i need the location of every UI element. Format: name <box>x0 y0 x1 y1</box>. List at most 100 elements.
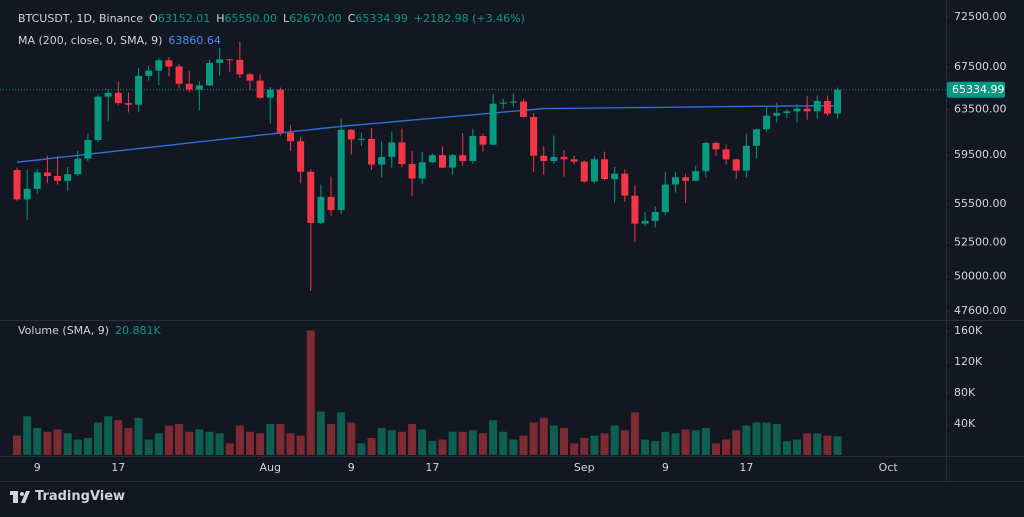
volume-bar <box>124 427 133 455</box>
ohlc-item: C65334.99 <box>348 12 408 25</box>
candle-body <box>175 66 183 84</box>
volume-bar <box>580 437 589 455</box>
candle-body <box>165 60 173 67</box>
ohlc-item: O63152.01 <box>149 12 210 25</box>
volume-bar <box>367 437 376 455</box>
volume-bar <box>610 425 619 455</box>
candle-body <box>317 196 325 223</box>
candle-body <box>692 171 700 181</box>
volume-bar <box>306 330 315 455</box>
x-tick-label: 17 <box>425 461 439 474</box>
candle-body <box>114 92 122 104</box>
volume-tick-label: 160K <box>954 324 983 337</box>
volume-bar <box>651 441 660 455</box>
x-tick-label: Aug <box>260 461 281 474</box>
volume-bar <box>347 422 356 455</box>
candle-body <box>307 171 315 223</box>
ohlc-value: 62670.00 <box>289 12 342 25</box>
ohlc-value: 65334.99 <box>355 12 408 25</box>
volume-bar <box>732 430 741 455</box>
volume-bar <box>509 439 518 455</box>
volume-bar <box>134 417 143 455</box>
volume-bar <box>53 429 62 455</box>
candle-body <box>509 101 517 103</box>
volume-bar <box>104 416 113 455</box>
candle-body <box>621 173 629 196</box>
candle-body <box>834 89 842 114</box>
candle-body <box>104 92 112 97</box>
candle-body <box>74 158 82 175</box>
y-tick-label: 52500.00 <box>954 236 1007 249</box>
volume-bar <box>438 439 447 455</box>
ohlc-label: C <box>347 12 356 25</box>
symbol-legend: BTCUSDT, 1D, Binance O63152.01 H65550.00 L… <box>18 12 525 25</box>
volume-bar <box>418 429 427 455</box>
candle-body <box>418 162 426 179</box>
volume-tick-label: 120K <box>954 355 983 368</box>
candle-body <box>641 220 649 224</box>
logo-icon <box>10 490 30 503</box>
candle-body <box>378 156 386 165</box>
x-tick-label: 9 <box>662 461 669 474</box>
volume-bar <box>114 420 123 455</box>
y-tick-label: 59500.00 <box>954 148 1007 161</box>
volume-bar <box>742 425 751 455</box>
volume-bar <box>215 433 224 455</box>
candle-body <box>783 111 791 114</box>
y-tick-label: 50000.00 <box>954 270 1007 283</box>
volume-bar <box>823 435 832 455</box>
candle-body <box>449 155 457 168</box>
ma-value: 63860.64 <box>168 34 221 47</box>
candle-body <box>145 70 153 76</box>
volume-bar <box>377 427 386 455</box>
volume-bar <box>408 424 417 455</box>
candle-body <box>388 142 396 157</box>
candle-body <box>742 145 750 171</box>
candle-body <box>327 196 335 211</box>
candle-body <box>124 103 132 105</box>
volume-bar <box>772 424 781 455</box>
x-tick-label: 9 <box>34 461 41 474</box>
volume-bar <box>549 425 558 455</box>
candle-body <box>682 177 690 181</box>
volume-bar <box>185 431 194 455</box>
candle-body <box>94 96 102 141</box>
symbol: BTCUSDT, 1D, Binance <box>18 12 144 25</box>
candle-body <box>651 212 659 221</box>
candle-body <box>520 101 527 117</box>
volume-bar <box>813 433 822 455</box>
candle-body <box>570 159 578 162</box>
last-price-badge <box>947 81 1005 98</box>
volume-bar <box>722 439 731 455</box>
volume-bar <box>448 431 457 455</box>
volume-bar <box>23 416 32 455</box>
candle-body <box>43 172 51 177</box>
candle-body <box>803 108 811 112</box>
candle-body <box>155 60 163 71</box>
volume-bar <box>266 424 275 455</box>
candle-body <box>256 80 264 98</box>
volume-bar <box>529 422 538 455</box>
candle-body <box>489 103 497 145</box>
ohlc-item: H65550.00 <box>216 12 277 25</box>
volume-bar <box>337 412 346 455</box>
volume-bar <box>235 425 244 455</box>
volume-bar <box>661 431 670 455</box>
candle-body <box>428 155 436 163</box>
volume-bar <box>256 433 265 455</box>
candle-body <box>84 140 92 159</box>
volume-bar <box>316 411 325 455</box>
candle-body <box>722 149 730 160</box>
volume-tick-label: 80K <box>954 386 976 399</box>
candle-body <box>752 129 760 146</box>
branding[interactable]: TradingView <box>10 489 125 504</box>
candle-body <box>438 155 446 168</box>
volume-bar <box>73 439 82 455</box>
brand-name: TradingView <box>35 489 126 504</box>
ohlc-item: L62670.00 <box>283 12 342 25</box>
y-tick-label: 63500.00 <box>954 103 1007 116</box>
x-tick-label: 9 <box>348 461 355 474</box>
volume-bar <box>94 422 103 455</box>
candle-body <box>236 59 244 75</box>
volume-bar <box>154 433 163 455</box>
